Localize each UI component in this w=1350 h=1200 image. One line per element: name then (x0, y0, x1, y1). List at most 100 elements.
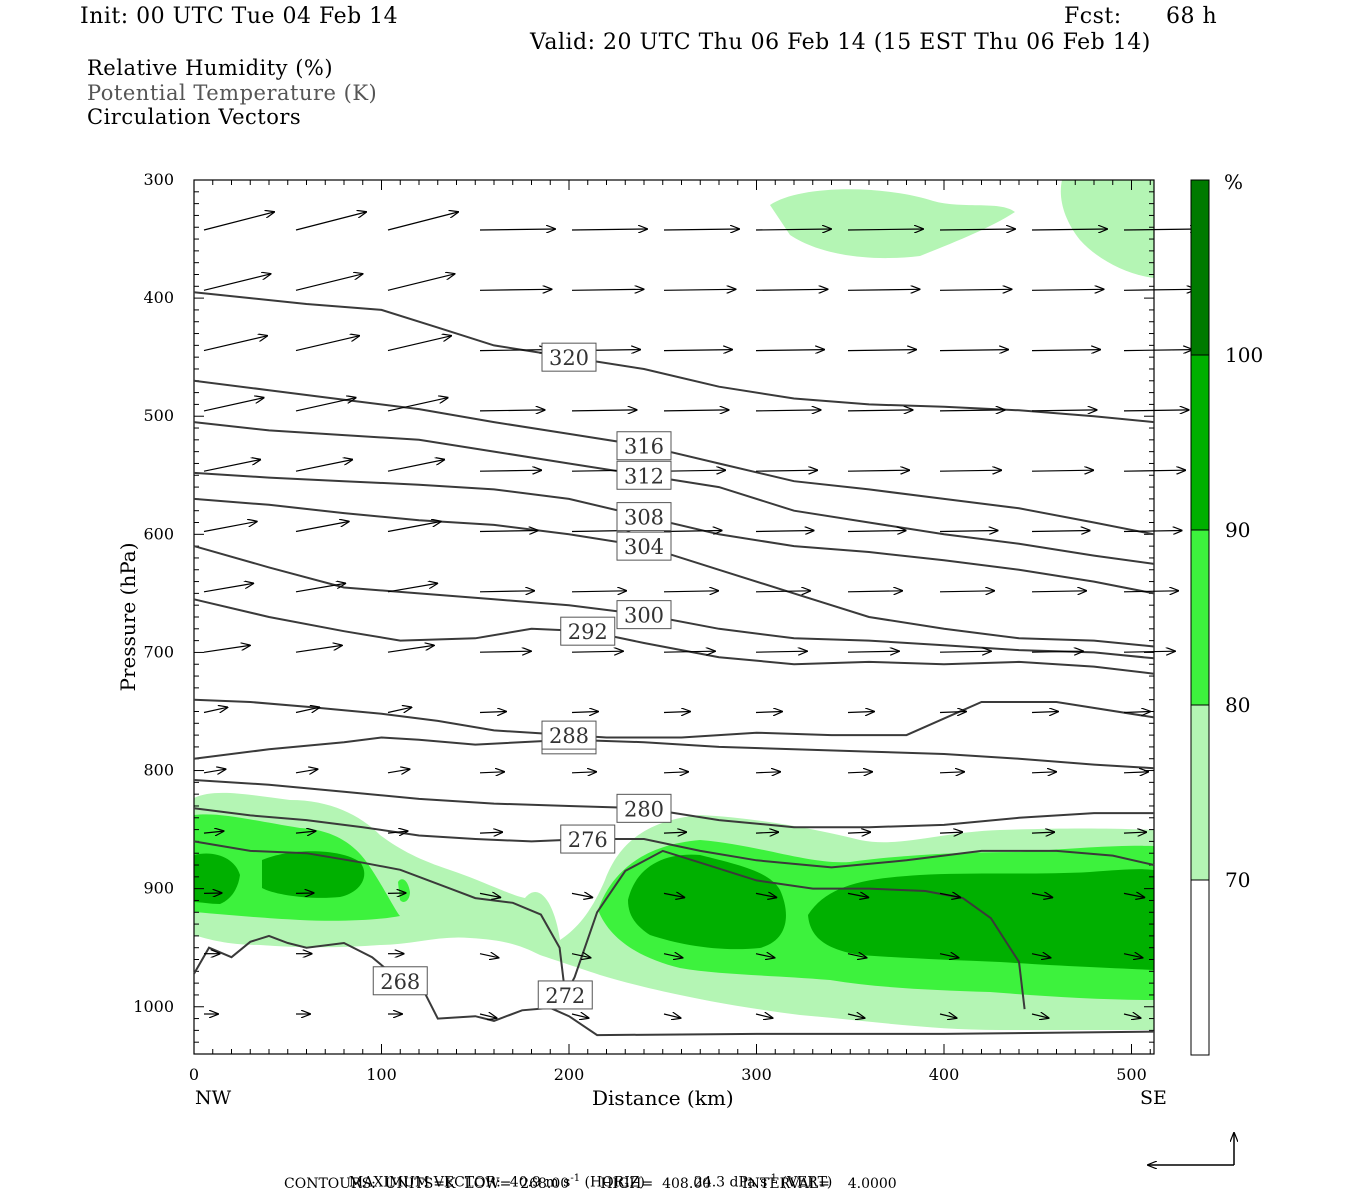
circulation-vector (755, 832, 778, 833)
theta-label-304: 304 (624, 535, 664, 559)
theta-isolines (193, 291, 1155, 1037)
circulation-vector (479, 1014, 497, 1018)
footer-contours: CONTOURS: UNITS=K LOW= 268.00 HIGH= 408.… (284, 1176, 897, 1192)
x-tick-label: 200 (554, 1065, 585, 1084)
circulation-vector (939, 289, 1012, 290)
theta-isoline-288 (193, 698, 1155, 739)
theta-label-box (616, 431, 672, 461)
field-vectors-label: Circulation Vectors (87, 105, 302, 129)
circulation-vector (203, 707, 227, 712)
colorbar-seg-90 (1190, 354, 1210, 531)
x-axis-label: Distance (km) (592, 1086, 734, 1110)
circulation-vector (203, 769, 225, 773)
circulation-vector (479, 651, 531, 652)
theta-label-box (537, 980, 593, 1010)
circulation-vector (847, 954, 866, 958)
circulation-vector (663, 470, 725, 471)
circulation-vector (847, 410, 913, 411)
valid-time: Valid: 20 UTC Thu 06 Feb 14 (15 EST Thu … (530, 30, 1151, 55)
x-tick-label: 500 (1116, 1065, 1147, 1084)
y-tick-label: 500 (143, 406, 174, 425)
footer-horiz-value: 40.9 m s (509, 1174, 571, 1191)
circulation-vector (571, 893, 592, 897)
theta-label-box (616, 460, 672, 490)
circulation-vector (1123, 712, 1150, 713)
circulation-vector (203, 336, 267, 352)
x-tick-label: 0 (189, 1065, 199, 1084)
circulation-vector (1031, 954, 1050, 958)
footer-vert-value: 24.3 dPa s (693, 1174, 768, 1191)
circulation-vector (1123, 1014, 1141, 1018)
x-tick-label: 400 (929, 1065, 960, 1084)
circulation-vector (479, 591, 534, 592)
circulation-vector (295, 645, 342, 653)
circulation-vector (387, 831, 408, 833)
circulation-vector (1123, 289, 1196, 290)
circulation-vector (939, 229, 1015, 230)
circulation-vector (847, 712, 874, 713)
circulation-vector (387, 212, 458, 231)
theta-label-280: 280 (624, 797, 664, 821)
circulation-vector (755, 954, 774, 958)
circulation-vector (663, 410, 729, 411)
circulation-vector (1031, 591, 1086, 592)
colorbar-unit: % (1224, 170, 1244, 194)
colorbar-label-100: 100 (1225, 343, 1264, 367)
circulation-vector (571, 289, 644, 290)
circulation-vector (571, 651, 623, 652)
circulation-vector (479, 954, 498, 958)
field-theta-label: Potential Temperature (K) (87, 81, 378, 105)
circulation-vector (939, 832, 962, 833)
circulation-vector (1123, 591, 1178, 592)
circulation-vector (847, 772, 872, 773)
circulation-vector (939, 350, 1008, 351)
circulation-vector (571, 954, 590, 958)
circulation-vector (203, 831, 224, 833)
circulation-vector (939, 470, 1001, 471)
theta-label-box (616, 502, 672, 532)
circulation-vector (755, 712, 782, 713)
theta-label-box (616, 600, 672, 630)
rh-90-core (808, 869, 1154, 970)
theta-isoline-316 (193, 379, 1155, 536)
circulation-vector (1123, 470, 1185, 471)
theta-isoline-276 (193, 807, 1155, 869)
y-axis-label: Pressure (hPa) (116, 542, 140, 692)
y-tick-label: 400 (143, 288, 174, 307)
theta-isoline-labels: 268272276280284288292300304308312316320 (372, 342, 672, 1010)
rh-70-patch (770, 189, 1015, 259)
circulation-vector (1123, 229, 1199, 230)
circulation-vector (571, 591, 626, 592)
circulation-vector (1031, 229, 1107, 230)
circulation-vector (663, 954, 682, 958)
circulation-vector (939, 954, 958, 958)
footer-horiz-exponent: -1 (570, 1173, 581, 1184)
circulation-vector (387, 336, 451, 352)
y-tick-label: 600 (143, 524, 174, 543)
circulation-vector (755, 893, 776, 897)
theta-isoline-300 (193, 545, 1155, 660)
circulation-vector (1031, 410, 1097, 411)
forecast-hours: 68 h (1166, 4, 1218, 29)
circulation-vector (203, 645, 250, 653)
circulation-vector (203, 522, 257, 533)
circulation-vector (663, 893, 684, 897)
colorbar-label-90: 90 (1225, 518, 1251, 542)
y-tick-label: 300 (143, 170, 174, 189)
y-tick-label: 1000 (133, 997, 174, 1016)
circulation-vector (203, 398, 264, 412)
circulation-vector (847, 470, 909, 471)
circulation-vector (847, 832, 870, 833)
x-tick-label: 100 (366, 1065, 397, 1084)
circulation-vector (663, 531, 722, 532)
theta-label-288: 288 (549, 724, 589, 748)
circulation-vector (387, 460, 444, 472)
theta-label-292: 292 (568, 620, 608, 644)
circulation-vector (847, 1014, 865, 1018)
circulation-vector (847, 591, 902, 592)
circulation-vector (755, 350, 824, 351)
circulation-vector (295, 522, 349, 533)
circulation-vector (939, 712, 966, 713)
circulation-vector (939, 651, 991, 652)
